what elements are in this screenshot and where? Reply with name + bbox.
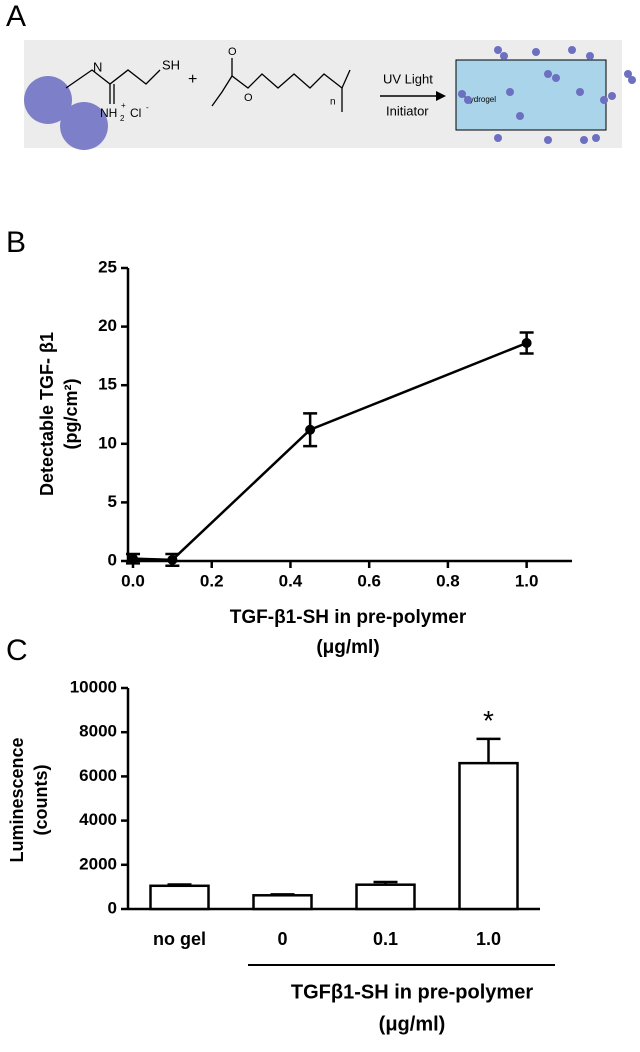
atom: NH [100, 106, 117, 120]
bar [149, 884, 210, 911]
x-tick-label: 0.8 [436, 571, 460, 590]
bar [458, 761, 519, 911]
y-tick-label: 0 [108, 550, 117, 569]
atom: Cl [130, 106, 141, 120]
group-label: (μg/ml) [379, 1013, 446, 1035]
error-bar [476, 737, 501, 764]
y-axis-label: Detectable TGF- β1 [37, 332, 57, 496]
atom: n [330, 97, 336, 108]
atom: - [146, 103, 149, 112]
x-tick-label: 1.0 [476, 929, 501, 949]
y-tick-label: 4000 [79, 810, 117, 829]
y-tick-label: 10 [98, 433, 117, 452]
y-tick-label: 25 [98, 257, 117, 276]
y-tick-label: 0 [108, 898, 117, 917]
x-tick-label: 0.6 [357, 571, 381, 590]
x-tick-label: 0.2 [200, 571, 224, 590]
data-point [167, 554, 178, 565]
annotation: * [483, 705, 494, 736]
y-tick-label: 15 [98, 375, 117, 394]
x-tick-label: 1.0 [515, 571, 539, 590]
arrow-label: Initiator [386, 103, 429, 118]
x-axis-label: (μg/ml) [316, 637, 379, 658]
hydrogel-label: Hydrogel [464, 95, 496, 104]
plus: + [188, 71, 197, 88]
y-axis-label: (pg/cm²) [61, 379, 81, 450]
y-axis-label: Luminescence [7, 737, 27, 862]
y-tick-label: 8000 [79, 722, 117, 741]
bead [60, 102, 108, 150]
group-label: TGFβ1-SH in pre-polymer [291, 981, 533, 1003]
y-tick-label: 20 [98, 316, 117, 335]
y-tick-label: 10000 [70, 677, 117, 696]
x-tick-label: 0.1 [373, 929, 398, 949]
y-tick-label: 2000 [79, 854, 117, 873]
bead-cluster [458, 46, 636, 144]
arrow-label: UV Light [383, 71, 433, 86]
atom: SH [162, 57, 180, 72]
bar [252, 894, 313, 911]
atom: O [228, 46, 237, 58]
atom: + [121, 101, 126, 110]
bar [355, 883, 416, 911]
x-tick-label: no gel [153, 929, 206, 949]
arrowhead [436, 91, 446, 101]
data-point [305, 424, 316, 435]
x-tick-label: 0 [277, 929, 287, 949]
panel-label: B [6, 226, 26, 259]
bond [211, 69, 351, 107]
panel-label: A [6, 0, 26, 33]
atom: 2 [120, 114, 125, 123]
y-tick-label: 6000 [79, 766, 117, 785]
data-line [132, 341, 528, 562]
data-point [128, 553, 138, 564]
y-tick-label: 5 [108, 492, 117, 511]
x-tick-label: 0.0 [121, 571, 145, 590]
reaction-scheme: N SH NH 2 + Cl - + O O n UV Light Initia… [24, 40, 636, 150]
y-axis-label: (counts) [31, 765, 51, 836]
atom: N [93, 59, 102, 74]
atom: O [244, 92, 253, 104]
bead [24, 76, 72, 124]
panel-label: C [6, 634, 28, 667]
data-point [521, 338, 532, 349]
x-axis-label: TGF-β1-SH in pre-polymer [230, 607, 467, 628]
x-tick-label: 0.4 [279, 571, 303, 590]
bond [65, 69, 161, 89]
